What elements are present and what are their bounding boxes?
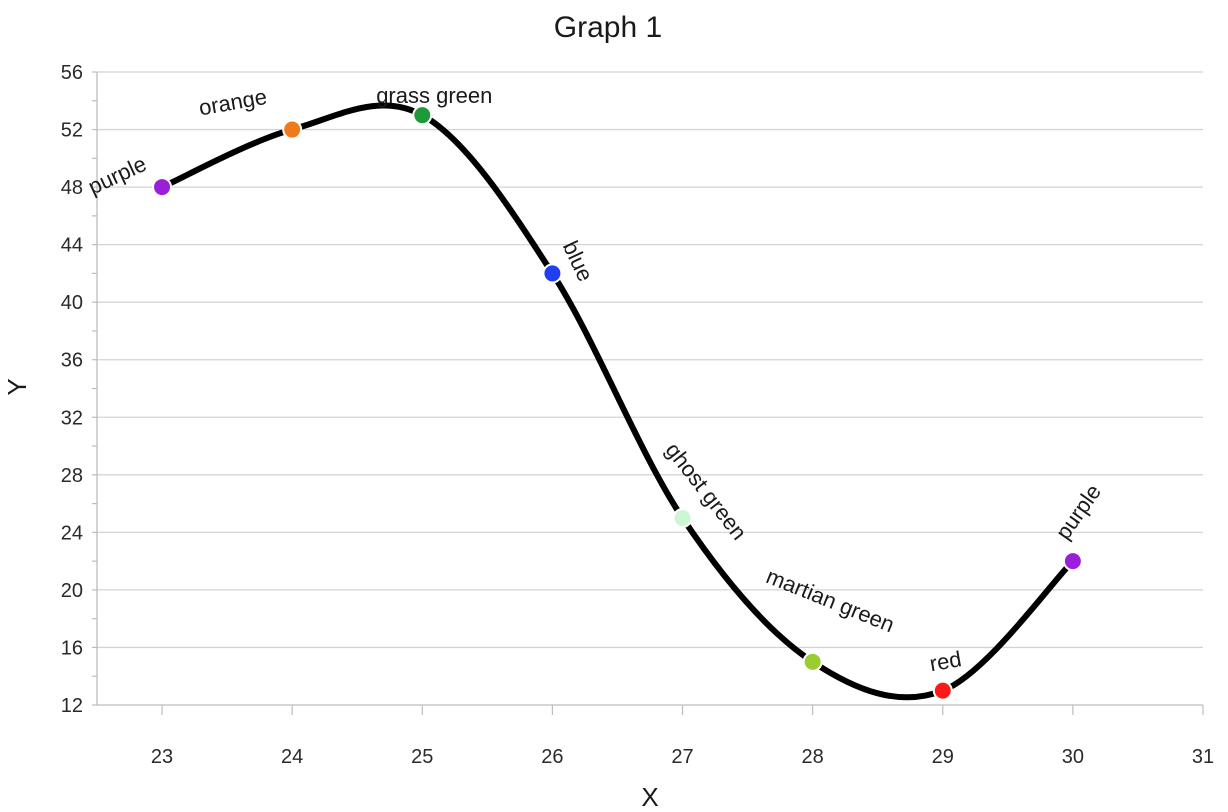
x-tick-labels: 23 24 25 26 27 28 29 30 31 bbox=[151, 746, 1214, 768]
axes bbox=[92, 71, 1204, 715]
x-tick-label: 27 bbox=[671, 746, 693, 768]
y-tick-label: 56 bbox=[61, 62, 83, 84]
data-point-label: red bbox=[928, 646, 964, 676]
data-point-marker bbox=[412, 105, 433, 126]
x-tick-label: 31 bbox=[1192, 746, 1214, 768]
x-tick-label: 25 bbox=[411, 746, 433, 768]
x-tick-label: 23 bbox=[151, 746, 173, 768]
y-tick-label: 28 bbox=[61, 465, 83, 487]
data-point-label: grass green bbox=[376, 83, 492, 108]
data-point-label: orange bbox=[197, 84, 269, 121]
series-line bbox=[159, 102, 1076, 701]
data-point-marker bbox=[152, 177, 173, 198]
y-tick-labels: 12 16 20 24 28 32 36 40 44 48 52 56 bbox=[61, 62, 83, 717]
x-tick-label: 29 bbox=[932, 746, 954, 768]
data-point-marker bbox=[802, 651, 823, 672]
data-point-marker bbox=[1062, 551, 1083, 572]
x-axis-title: X bbox=[641, 782, 658, 812]
x-tick-label: 24 bbox=[281, 746, 303, 768]
data-point-marker bbox=[932, 680, 953, 701]
y-tick-label: 12 bbox=[61, 695, 83, 717]
y-tick-label: 36 bbox=[61, 350, 83, 372]
chart-title: Graph 1 bbox=[554, 11, 662, 44]
data-point-marker bbox=[282, 119, 303, 140]
y-tick-label: 32 bbox=[61, 407, 83, 429]
data-point-marker bbox=[542, 263, 563, 284]
gridlines bbox=[97, 71, 1203, 649]
y-tick-label: 40 bbox=[61, 292, 83, 314]
y-axis-title: Y bbox=[2, 378, 32, 395]
data-point-label: martian green bbox=[763, 563, 898, 637]
series bbox=[152, 102, 1083, 701]
x-tick-label: 28 bbox=[802, 746, 824, 768]
data-point-label: ghost green bbox=[661, 438, 752, 545]
y-tick-label: 48 bbox=[61, 177, 83, 199]
data-point-label: purple bbox=[1050, 480, 1106, 544]
x-tick-label: 30 bbox=[1062, 746, 1084, 768]
y-tick-label: 24 bbox=[61, 522, 83, 544]
x-tick-label: 26 bbox=[541, 746, 563, 768]
y-tick-label: 20 bbox=[61, 580, 83, 602]
data-point-marker bbox=[672, 507, 693, 528]
y-tick-label: 52 bbox=[61, 120, 83, 142]
y-tick-label: 44 bbox=[61, 235, 83, 257]
y-tick-label: 16 bbox=[61, 637, 83, 659]
